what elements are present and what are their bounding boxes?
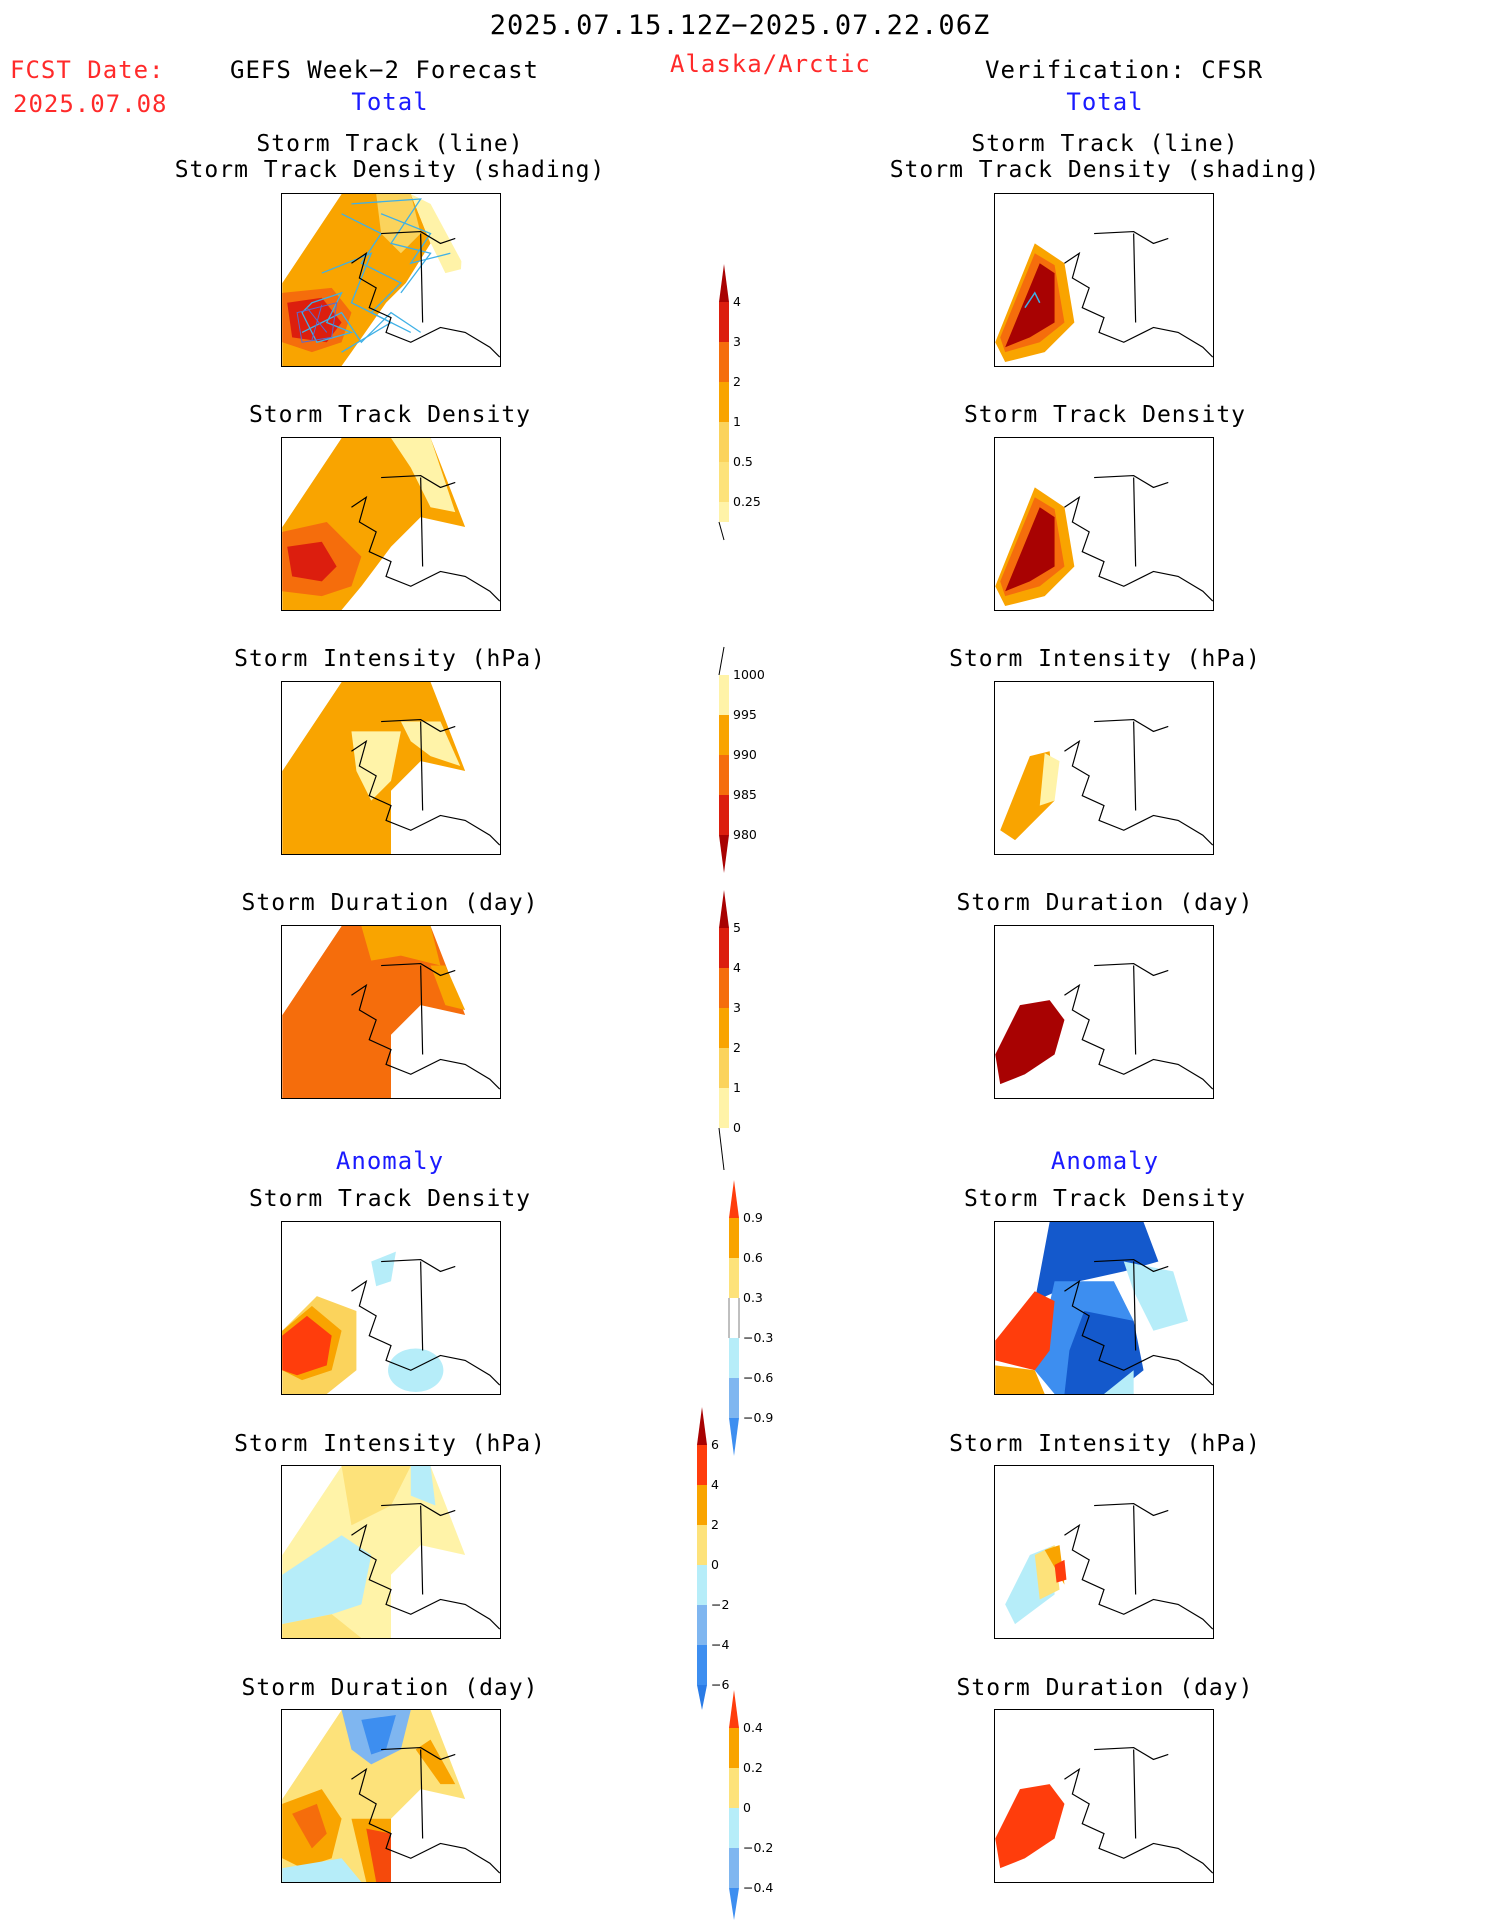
cbar-tick: −0.4 xyxy=(743,1880,773,1895)
right-total-label: Total xyxy=(1066,88,1144,116)
colorbar-density-anom: 0.9 0.6 0.3 −0.3 −0.6 −0.9 xyxy=(728,1180,773,1456)
left-anomaly-label: Anomaly xyxy=(335,1147,445,1175)
cbar-tick: 0.5 xyxy=(733,454,753,469)
cbar-tick: 990 xyxy=(733,747,757,762)
date-range-title: 2025.07.15.12Z−2025.07.22.06Z xyxy=(489,10,991,41)
right-anom-duration-title: Storm Duration (day) xyxy=(956,1675,1254,1701)
cbar-tick: −2 xyxy=(711,1597,729,1612)
map-cfsr-track xyxy=(994,193,1214,367)
cbar-tick: 0.25 xyxy=(733,494,761,509)
cbar-tick: 5 xyxy=(733,920,741,935)
cbar-tick: 0.9 xyxy=(743,1210,763,1225)
right-density-title: Storm Track Density xyxy=(963,402,1247,428)
left-track-shading-title: Storm Track Density (shading) xyxy=(174,157,606,183)
cbar-tick: 0 xyxy=(743,1800,751,1815)
cbar-tick: 995 xyxy=(733,707,757,722)
cbar-tick: 4 xyxy=(733,960,741,975)
map-gefs-anom-duration xyxy=(281,1709,501,1883)
map-cfsr-anom-density xyxy=(994,1221,1214,1395)
map-gefs-anom-density xyxy=(281,1221,501,1395)
cbar-tick: 0 xyxy=(733,1120,741,1135)
colorbar-intensity-anom: 6 4 2 0 −2 −4 −6 xyxy=(697,1407,729,1710)
fcst-date-value: 2025.07.08 xyxy=(13,90,168,118)
cbar-tick: 2 xyxy=(733,374,741,389)
cbar-tick: 0.3 xyxy=(743,1290,763,1305)
map-cfsr-intensity xyxy=(994,681,1214,855)
right-anom-intensity-title: Storm Intensity (hPa) xyxy=(949,1431,1261,1457)
colorbar-duration-total: 5 4 3 2 1 0 xyxy=(718,890,741,1171)
right-column-title: Verification: CFSR xyxy=(985,56,1264,84)
cbar-tick: −6 xyxy=(711,1677,729,1692)
cbar-tick: 985 xyxy=(733,787,757,802)
colorbar-duration-anom: 0.4 0.2 0 −0.2 −0.4 xyxy=(729,1690,773,1920)
left-duration-title: Storm Duration (day) xyxy=(241,890,539,916)
map-gefs-track xyxy=(281,193,501,367)
left-anom-duration-title: Storm Duration (day) xyxy=(241,1675,539,1701)
right-anom-density-title: Storm Track Density xyxy=(963,1186,1247,1212)
map-cfsr-anom-intensity xyxy=(994,1465,1214,1639)
right-anomaly-label: Anomaly xyxy=(1050,1147,1160,1175)
cbar-tick: 2 xyxy=(711,1517,719,1532)
right-track-shading-title: Storm Track Density (shading) xyxy=(889,157,1321,183)
left-track-line-title: Storm Track (line) xyxy=(256,131,524,157)
cbar-tick: 6 xyxy=(711,1437,719,1452)
left-anom-density-title: Storm Track Density xyxy=(248,1186,532,1212)
left-total-label: Total xyxy=(351,88,429,116)
right-track-line-title: Storm Track (line) xyxy=(971,131,1239,157)
left-column-title: GEFS Week−2 Forecast xyxy=(230,56,539,84)
fcst-date-label: FCST Date: xyxy=(10,56,165,84)
cbar-tick: 1 xyxy=(733,414,741,429)
left-density-title: Storm Track Density xyxy=(248,402,532,428)
colorbar-intensity-total: 1000 995 990 985 980 xyxy=(718,646,765,873)
cbar-tick: 3 xyxy=(733,334,741,349)
cbar-tick: −0.2 xyxy=(743,1840,773,1855)
cbar-tick: −0.3 xyxy=(743,1330,773,1345)
cbar-tick: 4 xyxy=(733,294,741,309)
cbar-tick: 3 xyxy=(733,1000,741,1015)
map-gefs-density xyxy=(281,437,501,611)
map-cfsr-density xyxy=(994,437,1214,611)
map-gefs-intensity xyxy=(281,681,501,855)
cbar-tick: 1 xyxy=(733,1080,741,1095)
cbar-tick: 980 xyxy=(733,827,757,842)
cbar-tick: 0.6 xyxy=(743,1250,763,1265)
right-duration-title: Storm Duration (day) xyxy=(956,890,1254,916)
cbar-tick: 2 xyxy=(733,1040,741,1055)
map-cfsr-anom-duration xyxy=(994,1709,1214,1883)
left-intensity-title: Storm Intensity (hPa) xyxy=(234,646,546,672)
cbar-tick: 0.2 xyxy=(743,1760,763,1775)
colorbar-density-total: 4 3 2 1 0.5 0.25 xyxy=(718,264,761,541)
cbar-tick: 0 xyxy=(711,1557,719,1572)
cbar-tick: 0.4 xyxy=(743,1720,763,1735)
cbar-tick: −4 xyxy=(711,1637,729,1652)
cbar-tick: −0.6 xyxy=(743,1370,773,1385)
left-anom-intensity-title: Storm Intensity (hPa) xyxy=(234,1431,546,1457)
region-label: Alaska/Arctic xyxy=(670,50,871,78)
map-gefs-duration xyxy=(281,925,501,1099)
cbar-tick: −0.9 xyxy=(743,1410,773,1425)
map-gefs-anom-intensity xyxy=(281,1465,501,1639)
map-cfsr-duration xyxy=(994,925,1214,1099)
cbar-tick: 1000 xyxy=(733,667,765,682)
cbar-tick: 4 xyxy=(711,1477,719,1492)
right-intensity-title: Storm Intensity (hPa) xyxy=(949,646,1261,672)
